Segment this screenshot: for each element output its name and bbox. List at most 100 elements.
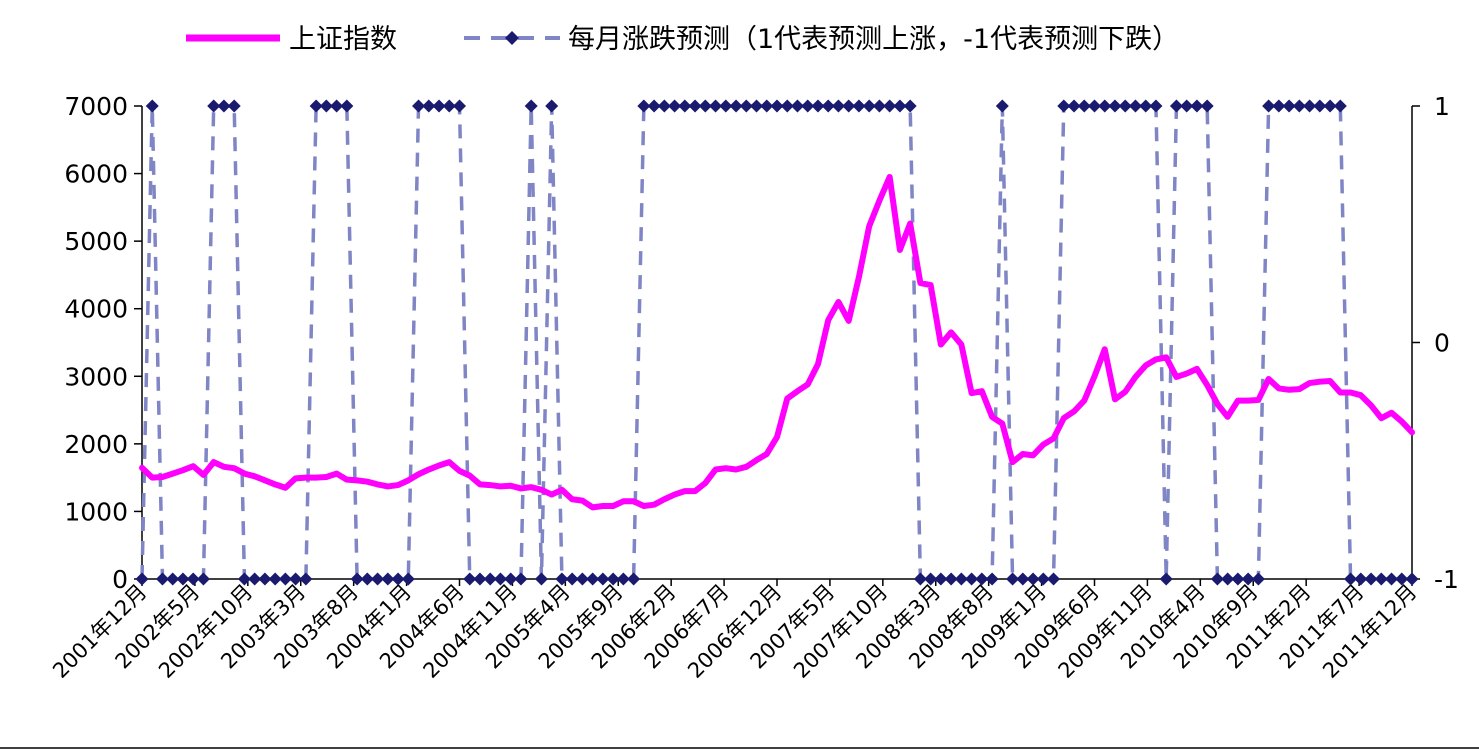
forecast-point bbox=[944, 572, 958, 586]
forecast-point bbox=[1047, 572, 1061, 586]
forecast-point bbox=[924, 572, 938, 586]
forecast-point bbox=[1210, 572, 1224, 586]
forecast-point bbox=[709, 99, 723, 113]
forecast-point bbox=[1292, 99, 1306, 113]
forecast-point bbox=[1313, 99, 1327, 113]
forecast-series bbox=[135, 99, 1419, 586]
forecast-point bbox=[258, 572, 272, 586]
forecast-point bbox=[330, 99, 344, 113]
forecast-point bbox=[227, 99, 241, 113]
index-series bbox=[139, 173, 1415, 511]
forecast-point bbox=[934, 572, 948, 586]
forecast-point bbox=[463, 572, 477, 586]
forecast-point bbox=[155, 572, 169, 586]
forecast-point bbox=[719, 99, 733, 113]
index-line bbox=[139, 173, 1415, 511]
x-axis-ticks: 2001年12月2002年5月2002年10月2003年3月2003年8月200… bbox=[48, 579, 1422, 683]
forecast-point bbox=[883, 99, 897, 113]
forecast-point bbox=[1169, 99, 1183, 113]
forecast-point bbox=[1200, 99, 1214, 113]
forecast-point bbox=[1262, 99, 1276, 113]
left-axis-ticks: 0 1000 2000 3000 4000 5000 6000 7000 bbox=[64, 92, 142, 594]
forecast-point bbox=[1282, 99, 1296, 113]
forecast-point bbox=[504, 572, 518, 586]
right-tick-label: -1 bbox=[1434, 565, 1459, 594]
forecast-point bbox=[1251, 572, 1265, 586]
forecast-point bbox=[1385, 572, 1399, 586]
left-tick-label: 5000 bbox=[64, 227, 128, 256]
forecast-point bbox=[831, 99, 845, 113]
forecast-point bbox=[1108, 99, 1122, 113]
legend-diamond-marker bbox=[505, 31, 519, 45]
left-tick-label: 4000 bbox=[64, 295, 128, 324]
forecast-point bbox=[391, 572, 405, 586]
forecast-point bbox=[268, 572, 282, 586]
forecast-point bbox=[842, 99, 856, 113]
forecast-point bbox=[985, 572, 999, 586]
forecast-point bbox=[237, 572, 251, 586]
forecast-point bbox=[145, 99, 159, 113]
right-tick-label: 0 bbox=[1434, 329, 1450, 358]
left-tick-label: 3000 bbox=[64, 362, 128, 391]
forecast-point bbox=[616, 572, 630, 586]
forecast-point bbox=[186, 572, 200, 586]
forecast-point bbox=[903, 99, 917, 113]
forecast-point bbox=[217, 99, 231, 113]
forecast-point bbox=[166, 572, 180, 586]
forecast-point bbox=[1088, 99, 1101, 113]
forecast-point bbox=[1149, 99, 1163, 113]
forecast-point bbox=[760, 99, 774, 113]
forecast-point bbox=[207, 99, 221, 113]
forecast-point bbox=[350, 572, 364, 586]
left-tick-label: 2000 bbox=[64, 430, 128, 459]
forecast-point bbox=[1057, 99, 1071, 113]
left-tick-label: 1000 bbox=[64, 497, 128, 526]
forecast-point bbox=[422, 99, 436, 113]
forecast-point bbox=[442, 99, 456, 113]
forecast-point bbox=[1128, 99, 1142, 113]
right-axis-ticks: -1 0 1 bbox=[1412, 92, 1459, 594]
forecast-point bbox=[555, 572, 569, 586]
forecast-point bbox=[289, 572, 303, 586]
forecast-point bbox=[1395, 572, 1409, 586]
forecast-point bbox=[319, 99, 333, 113]
forecast-point bbox=[627, 572, 641, 586]
forecast-point bbox=[780, 99, 794, 113]
forecast-point bbox=[401, 572, 415, 586]
forecast-point bbox=[995, 99, 1009, 113]
forecast-point bbox=[1364, 572, 1378, 586]
forecast-point bbox=[790, 99, 804, 113]
legend-label-index: 上证指数 bbox=[289, 24, 397, 55]
forecast-point bbox=[913, 572, 927, 586]
forecast-point bbox=[1323, 99, 1337, 113]
forecast-point bbox=[698, 99, 712, 113]
forecast-point bbox=[1405, 572, 1419, 586]
left-tick-label: 6000 bbox=[64, 160, 128, 189]
forecast-point bbox=[340, 99, 354, 113]
forecast-point bbox=[862, 99, 876, 113]
forecast-point bbox=[1098, 99, 1112, 113]
forecast-point bbox=[1077, 99, 1091, 113]
forecast-point bbox=[278, 572, 292, 586]
forecast-point bbox=[1374, 572, 1388, 586]
forecast-point bbox=[750, 99, 764, 113]
forecast-point bbox=[473, 572, 487, 586]
legend: 上证指数 每月涨跌预测（1代表预测上涨，-1代表预测下跌） bbox=[186, 24, 1179, 55]
forecast-point bbox=[565, 572, 579, 586]
forecast-point bbox=[678, 99, 692, 113]
forecast-point bbox=[1067, 99, 1081, 113]
forecast-point bbox=[1180, 99, 1194, 113]
forecast-point bbox=[299, 572, 313, 586]
forecast-point bbox=[954, 572, 968, 586]
right-tick-label: 1 bbox=[1434, 92, 1450, 121]
forecast-point bbox=[534, 572, 548, 586]
forecast-point bbox=[852, 99, 866, 113]
forecast-point bbox=[1118, 99, 1132, 113]
forecast-line bbox=[140, 104, 1412, 581]
forecast-point bbox=[872, 99, 886, 113]
forecast-point bbox=[1016, 572, 1030, 586]
forecast-point bbox=[432, 99, 446, 113]
forecast-point bbox=[1303, 99, 1317, 113]
forecast-point bbox=[1221, 572, 1235, 586]
forecast-point bbox=[657, 99, 671, 113]
